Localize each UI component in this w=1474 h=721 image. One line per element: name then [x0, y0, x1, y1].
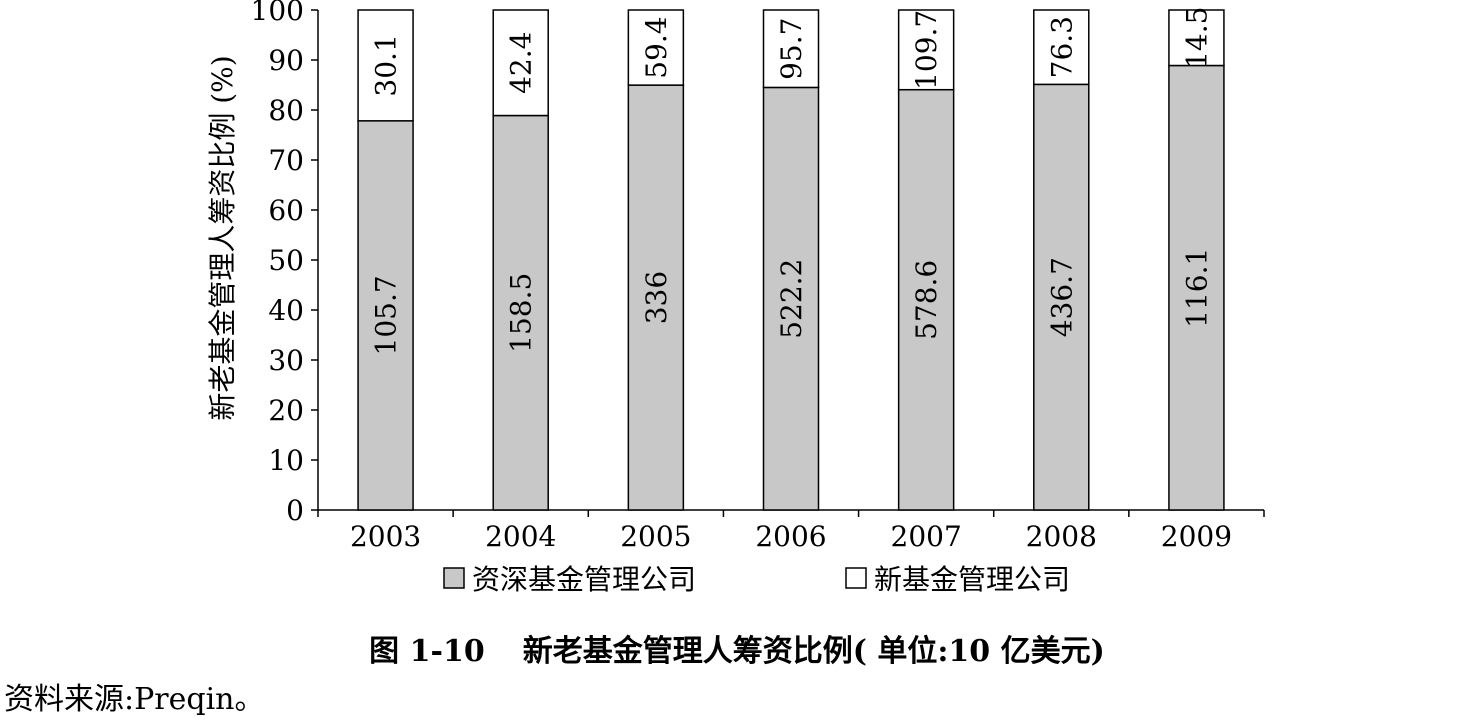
y-tick-label: 100 — [251, 0, 304, 27]
legend-label-veteran: 资深基金管理公司 — [472, 563, 696, 596]
bar-value-label-new: 76.3 — [1045, 16, 1078, 78]
bar-segment-new — [357, 9, 414, 122]
x-tick-label: 2005 — [620, 520, 691, 553]
bar-segment-veteran — [897, 88, 955, 511]
bar-segment-new — [897, 9, 955, 91]
legend-swatch-veteran — [443, 567, 465, 589]
figure-number: 图 1-10 — [369, 634, 485, 669]
bar-segment-veteran — [357, 120, 414, 511]
y-tick-label: 70 — [268, 144, 304, 177]
y-tick-label: 50 — [268, 244, 304, 277]
bar-segment-new — [627, 9, 685, 86]
legend-label-new: 新基金管理公司 — [874, 563, 1070, 596]
plot-area: 0 10 20 30 40 50 60 70 80 90 100 105.7 30.1 2003 158.5… — [251, 0, 1265, 553]
y-axis-label: 新老基金管理人筹资比例 (%) — [206, 55, 239, 420]
bar-value-label-veteran: 336 — [640, 271, 673, 324]
bar-value-label-veteran: 158.5 — [505, 273, 538, 353]
y-tick-label: 90 — [268, 44, 304, 77]
bar-segment-veteran — [627, 84, 685, 511]
legend-swatch-new — [845, 567, 867, 589]
source-note: 资料来源:Preqin。 — [4, 682, 265, 717]
y-tick-label: 80 — [268, 94, 304, 127]
bar-value-label-veteran: 436.7 — [1045, 257, 1078, 337]
y-tick-label: 40 — [268, 294, 304, 327]
bar-segment-new — [492, 9, 549, 117]
bar-value-label-veteran: 116.1 — [1180, 248, 1213, 328]
y-tick-label: 10 — [268, 444, 304, 477]
x-tick-label: 2006 — [755, 520, 826, 553]
x-tick-label: 2009 — [1161, 520, 1232, 553]
y-tick-label: 20 — [268, 394, 304, 427]
y-tick-label: 0 — [286, 494, 304, 527]
figure-caption: 图 1-10 新老基金管理人筹资比例( 单位:10 亿美元) — [0, 626, 1474, 670]
x-tick-label: 2008 — [1026, 520, 1097, 553]
y-tick-label: 30 — [268, 344, 304, 377]
y-tick-label: 60 — [268, 194, 304, 227]
figure-title: 新老基金管理人筹资比例( 单位:10 亿美元) — [522, 634, 1105, 669]
bar-value-label-new: 42.4 — [505, 32, 538, 94]
bar-value-label-new: 30.1 — [370, 34, 403, 96]
x-tick-label: 2004 — [485, 520, 556, 553]
bar-segment-new — [1168, 9, 1225, 67]
bar-value-label-new: 95.7 — [775, 18, 808, 80]
bar-segment-new — [1033, 9, 1090, 86]
bar-value-label-new: 109.7 — [910, 10, 943, 90]
bar-value-label-veteran: 105.7 — [370, 275, 403, 355]
x-tick-label: 2007 — [891, 520, 962, 553]
stacked-bar-chart: 新老基金管理人筹资比例 (%) 0 10 20 30 40 50 60 70 80 90 100 10… — [206, 0, 1265, 596]
bar-segment-veteran — [762, 86, 820, 511]
bar-value-label-veteran: 578.6 — [910, 260, 943, 340]
bar-value-label-veteran: 522.2 — [775, 259, 808, 339]
bar-segment-new — [762, 9, 820, 89]
bar-value-label-new: 59.4 — [640, 16, 673, 78]
legend: 资深基金管理公司 新基金管理公司 — [443, 563, 1070, 596]
x-tick-label: 2003 — [350, 520, 421, 553]
bar-value-label-new: 14.5 — [1180, 7, 1213, 69]
